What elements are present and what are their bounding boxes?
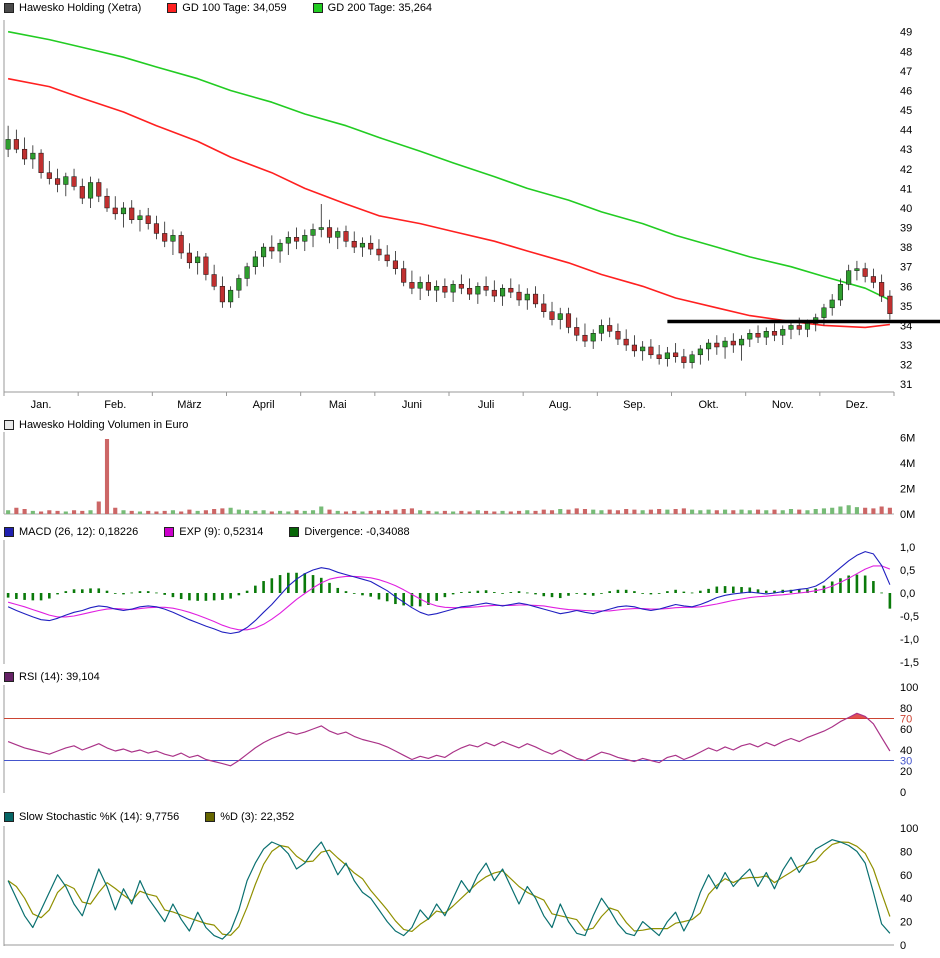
divergence-swatch-icon bbox=[289, 527, 300, 537]
legend-entry-rsi: RSI (14): 39,104 bbox=[4, 671, 100, 683]
svg-text:39: 39 bbox=[900, 223, 912, 235]
price-chart-legend: Hawesko Holding (Xetra) GD 100 Tage: 34,… bbox=[4, 2, 432, 14]
svg-text:März: März bbox=[177, 399, 201, 411]
svg-text:1,0: 1,0 bbox=[900, 542, 915, 554]
svg-text:60: 60 bbox=[900, 870, 912, 882]
volume-label: Hawesko Holding Volumen in Euro bbox=[19, 419, 189, 431]
gd100-swatch-icon bbox=[167, 3, 178, 13]
legend-entry-divergence: Divergence: -0,34088 bbox=[289, 526, 410, 538]
gd200-label: GD 200 Tage: 35,264 bbox=[327, 2, 433, 14]
macd-label: MACD (26, 12): 0,18226 bbox=[19, 526, 139, 538]
svg-text:48: 48 bbox=[900, 46, 912, 58]
svg-text:April: April bbox=[253, 399, 275, 411]
svg-text:-1,5: -1,5 bbox=[900, 657, 919, 669]
legend-entry-stochastic-k: Slow Stochastic %K (14): 9,7756 bbox=[4, 811, 179, 823]
svg-text:100: 100 bbox=[900, 682, 918, 694]
svg-text:Sep.: Sep. bbox=[623, 399, 646, 411]
svg-text:35: 35 bbox=[900, 301, 912, 313]
svg-text:6M: 6M bbox=[900, 433, 915, 445]
legend-entry-gd200: GD 200 Tage: 35,264 bbox=[312, 2, 433, 14]
svg-text:30: 30 bbox=[900, 756, 912, 768]
instrument-label: Hawesko Holding (Xetra) bbox=[19, 2, 142, 14]
exp-label: EXP (9): 0,52314 bbox=[179, 526, 264, 538]
stochastic-chart-legend: Slow Stochastic %K (14): 9,7756 %D (3): … bbox=[4, 811, 294, 823]
svg-text:38: 38 bbox=[900, 242, 912, 254]
svg-text:49: 49 bbox=[900, 27, 912, 39]
gd100-label: GD 100 Tage: 34,059 bbox=[182, 2, 287, 14]
svg-text:47: 47 bbox=[900, 66, 912, 78]
svg-text:Feb.: Feb. bbox=[104, 399, 126, 411]
stochastic-k-swatch-icon bbox=[4, 812, 14, 822]
macd-chart-legend: MACD (26, 12): 0,18226 EXP (9): 0,52314 … bbox=[4, 526, 410, 538]
macd-swatch-icon bbox=[4, 527, 14, 537]
svg-text:Okt.: Okt. bbox=[698, 399, 718, 411]
rsi-swatch-icon bbox=[4, 672, 14, 682]
svg-text:40: 40 bbox=[900, 745, 912, 757]
svg-text:31: 31 bbox=[900, 379, 912, 391]
divergence-label: Divergence: -0,34088 bbox=[304, 526, 410, 538]
svg-text:Dez.: Dez. bbox=[846, 399, 869, 411]
exp-swatch-icon bbox=[164, 527, 175, 537]
instrument-swatch-icon bbox=[4, 3, 14, 13]
rsi-chart-legend: RSI (14): 39,104 bbox=[4, 671, 100, 683]
svg-text:20: 20 bbox=[900, 766, 912, 778]
svg-text:0M: 0M bbox=[900, 509, 915, 521]
svg-text:20: 20 bbox=[900, 917, 912, 929]
svg-text:2M: 2M bbox=[900, 484, 915, 496]
legend-entry-volume: Hawesko Holding Volumen in Euro bbox=[4, 419, 188, 431]
svg-text:0,0: 0,0 bbox=[900, 588, 915, 600]
svg-text:40: 40 bbox=[900, 893, 912, 905]
svg-text:42: 42 bbox=[900, 164, 912, 176]
svg-text:Aug.: Aug. bbox=[549, 399, 572, 411]
svg-text:Juni: Juni bbox=[402, 399, 422, 411]
gd200-swatch-icon bbox=[312, 3, 323, 13]
svg-text:0,5: 0,5 bbox=[900, 565, 915, 577]
svg-text:80: 80 bbox=[900, 703, 912, 715]
legend-entry-macd: MACD (26, 12): 0,18226 bbox=[4, 526, 138, 538]
svg-text:46: 46 bbox=[900, 85, 912, 97]
svg-text:4M: 4M bbox=[900, 458, 915, 470]
legend-entry-exp: EXP (9): 0,52314 bbox=[164, 526, 263, 538]
svg-text:0: 0 bbox=[900, 787, 906, 799]
rsi-label: RSI (14): 39,104 bbox=[19, 671, 100, 683]
svg-text:0: 0 bbox=[900, 940, 906, 952]
stochastic-k-label: Slow Stochastic %K (14): 9,7756 bbox=[19, 811, 180, 823]
svg-text:60: 60 bbox=[900, 724, 912, 736]
volume-chart-legend: Hawesko Holding Volumen in Euro bbox=[4, 419, 188, 431]
svg-text:36: 36 bbox=[900, 281, 912, 293]
svg-text:Juli: Juli bbox=[478, 399, 495, 411]
svg-text:45: 45 bbox=[900, 105, 912, 117]
svg-text:37: 37 bbox=[900, 262, 912, 274]
svg-text:44: 44 bbox=[900, 125, 912, 137]
volume-swatch-icon bbox=[4, 420, 14, 430]
stochastic-d-swatch-icon bbox=[205, 812, 216, 822]
svg-text:Nov.: Nov. bbox=[772, 399, 794, 411]
svg-text:70: 70 bbox=[900, 714, 912, 726]
svg-text:Mai: Mai bbox=[329, 399, 347, 411]
svg-text:Jan.: Jan. bbox=[31, 399, 52, 411]
svg-text:34: 34 bbox=[900, 320, 912, 332]
svg-text:100: 100 bbox=[900, 823, 918, 835]
svg-text:-1,0: -1,0 bbox=[900, 634, 919, 646]
svg-text:43: 43 bbox=[900, 144, 912, 156]
legend-entry-instrument: Hawesko Holding (Xetra) bbox=[4, 2, 141, 14]
legend-entry-stochastic-d: %D (3): 22,352 bbox=[205, 811, 294, 823]
stochastic-d-label: %D (3): 22,352 bbox=[220, 811, 295, 823]
svg-text:80: 80 bbox=[900, 846, 912, 858]
svg-text:32: 32 bbox=[900, 360, 912, 372]
svg-text:33: 33 bbox=[900, 340, 912, 352]
svg-text:41: 41 bbox=[900, 183, 912, 195]
svg-text:40: 40 bbox=[900, 203, 912, 215]
legend-entry-gd100: GD 100 Tage: 34,059 bbox=[167, 2, 287, 14]
svg-text:-0,5: -0,5 bbox=[900, 611, 919, 623]
